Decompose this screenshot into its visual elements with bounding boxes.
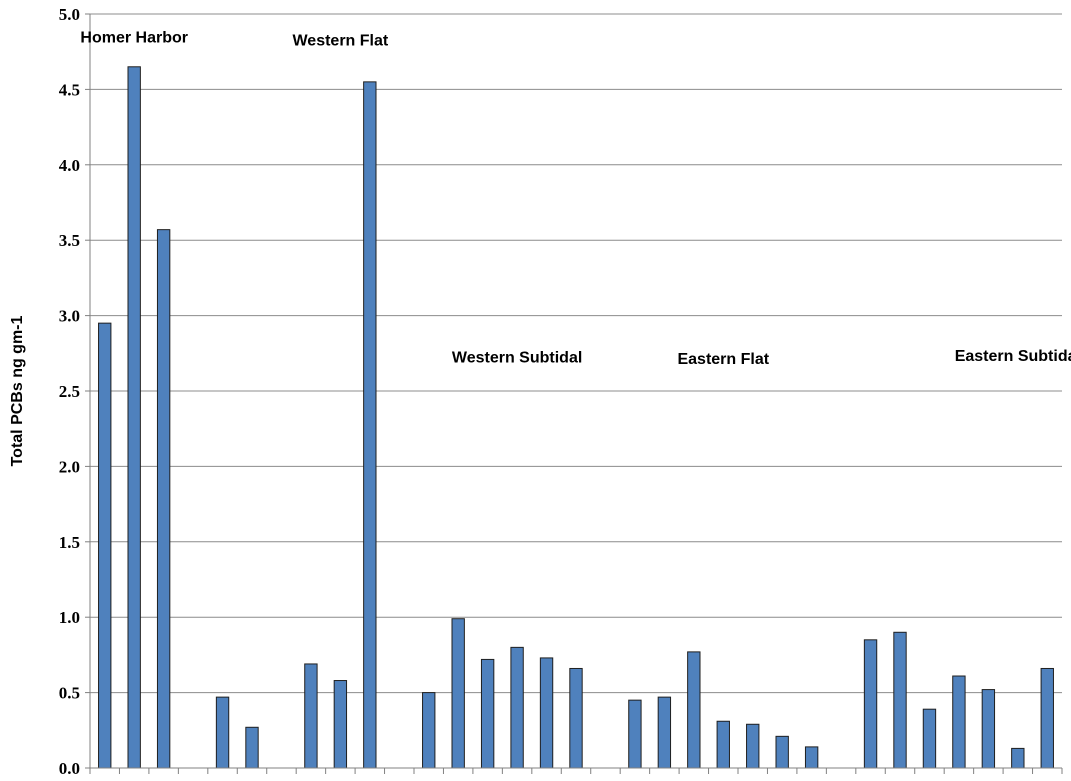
y-tick-label: 1.5 [59, 533, 80, 552]
bar [981, 689, 996, 769]
y-tick-label: 4.5 [59, 80, 80, 99]
bar [687, 651, 701, 769]
region-label: Western Flat [292, 33, 388, 50]
bar [215, 696, 230, 769]
bars [98, 66, 1054, 769]
y-tick-label: 1.0 [59, 608, 80, 627]
region-label: Homer Harbor [80, 30, 188, 47]
bar [569, 667, 583, 769]
y-tick-label: 0.0 [59, 759, 80, 778]
bar [156, 229, 171, 769]
bar [1011, 747, 1025, 769]
region-label: Eastern Flat [677, 351, 769, 368]
bar [363, 81, 377, 769]
bar [539, 657, 554, 769]
y-tick-label: 0.5 [59, 684, 80, 703]
bar [952, 675, 966, 769]
bar [451, 618, 465, 769]
region-label: Eastern Subtidal [955, 348, 1071, 365]
axes [89, 14, 1063, 774]
y-tick-labels: 0.0 0.5 1.0 1.5 2.0 2.5 3.0 3.5 4.0 4.5 5.0 [59, 5, 90, 778]
bar [628, 699, 642, 769]
region-annotations: Homer Harbor Western Flat Western Subtidal… [80, 30, 1071, 368]
y-tick-label: 3.5 [59, 231, 80, 250]
bar [98, 322, 112, 769]
bar [775, 735, 789, 769]
region-label: Western Subtidal [452, 349, 582, 366]
y-axis-title: Total PCBs ng gm-1 [9, 315, 26, 466]
bar [245, 726, 259, 769]
bar [863, 639, 878, 769]
y-tick-label: 2.5 [59, 382, 80, 401]
bar [127, 66, 141, 769]
bar [746, 723, 760, 769]
y-tick-label: 5.0 [59, 5, 80, 24]
bar [922, 708, 937, 769]
bar [1040, 667, 1054, 769]
bar [304, 663, 318, 769]
bar [804, 746, 819, 769]
y-tick-label: 4.0 [59, 156, 80, 175]
y-tick-label: 3.0 [59, 307, 80, 326]
grid-lines [90, 13, 1062, 694]
bar [893, 631, 907, 769]
bar [333, 680, 348, 769]
bar [657, 696, 672, 769]
y-tick-label: 2.0 [59, 457, 80, 476]
bar [716, 720, 730, 769]
bar [480, 658, 495, 769]
bar [510, 646, 524, 769]
bar [422, 692, 436, 769]
